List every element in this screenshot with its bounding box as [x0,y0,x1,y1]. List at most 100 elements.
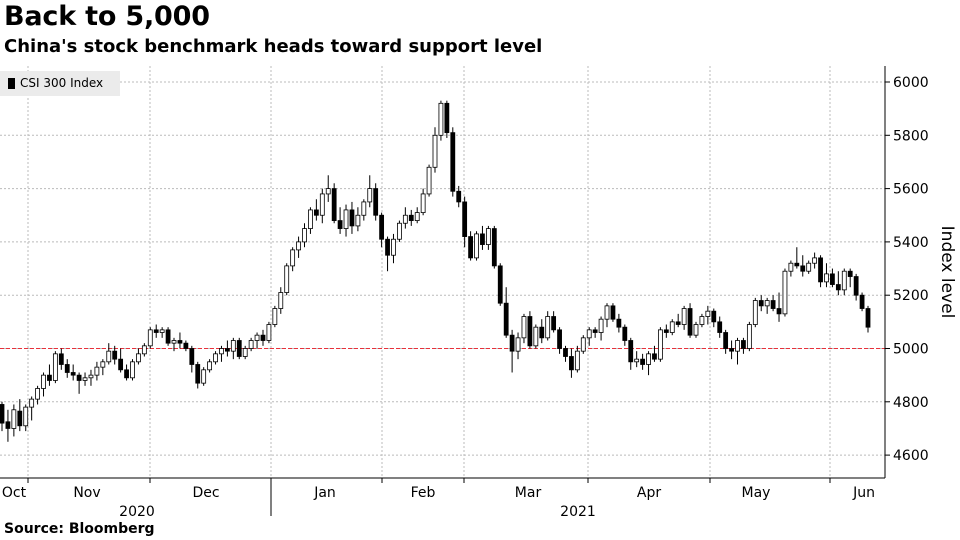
candle [171,337,177,352]
legend-swatch [8,78,15,89]
candle [47,364,52,386]
candle-body [456,190,462,203]
candle-body [652,353,657,360]
candle [818,255,823,288]
candle [82,372,88,386]
candle [408,209,414,226]
candle-body [586,329,592,339]
candle-body [337,220,343,229]
candle [230,337,236,360]
candle-body [491,228,497,267]
y-tick-label: 5000 [893,342,929,358]
x-tick-label: Mar [515,485,542,501]
candle-body [29,398,35,408]
candle-body [201,369,207,384]
candle [367,175,373,208]
candle [563,345,568,362]
candle [741,337,746,354]
candle [580,335,586,354]
candle [325,175,331,202]
candle-body [52,353,58,381]
candle-body [391,238,396,256]
candle-body [319,193,325,216]
candle-body [497,265,503,304]
candle [272,305,278,328]
candle-body [800,265,806,272]
candle-body [106,350,112,363]
candle-body [693,324,699,336]
candle-body [343,209,349,229]
candle [663,324,669,338]
candle [124,364,129,381]
candle-body [663,329,669,333]
candle [622,324,628,346]
candle-body [610,305,616,320]
candle-body [705,310,711,317]
candle-body [818,257,823,283]
candle-body [23,406,29,427]
candle-body [545,316,551,339]
candle-body [580,337,586,352]
candle-body [634,358,640,363]
candle-body [574,350,580,371]
candle-body [806,262,812,272]
candle [699,313,705,328]
candle [219,345,224,362]
candle-body [41,374,46,389]
candle-body [735,340,740,352]
candle-body [136,353,141,363]
candle-body [782,270,788,315]
candle-body [432,134,438,168]
candle-body [189,348,195,365]
candle-body [0,404,5,424]
y-axis: 4600 4800 5000 5200 5400 5600 5800 6000 Index le… [884,66,957,478]
candle [373,183,379,221]
candle [735,337,740,365]
candle [302,223,307,248]
candle-body [711,310,717,323]
candle [278,287,284,314]
candle-body [681,308,687,325]
candle-body [426,166,432,195]
source-note: Source: Bloomberg [4,521,155,537]
candle [444,100,450,138]
candle [616,313,622,333]
candle [592,327,598,338]
candle [100,359,106,376]
x-tick-label: Apr [637,485,661,501]
candle-body [794,262,800,267]
candle [687,303,693,338]
candle-body [776,308,782,315]
candle [337,207,343,234]
candle-body [254,334,260,341]
candle [480,225,485,250]
candle-body [367,188,373,203]
candle-body [260,334,266,341]
y-tick-label: 5600 [893,182,929,198]
candle [414,207,420,224]
candle-body [248,340,254,349]
candle-body [112,350,118,360]
candle-body [521,316,527,339]
x-tick-label: Feb [411,485,436,501]
candle-body [213,353,218,363]
y-tick-label: 5400 [893,235,929,251]
candle [0,401,5,432]
candle-body [841,270,847,291]
candle-body [195,364,201,384]
candle-body [361,201,367,216]
candle [52,351,58,384]
candle-body [183,342,189,349]
candle [634,351,640,368]
candle [159,327,165,338]
candle-body [402,214,408,224]
candle-body [47,374,52,381]
candle [533,324,539,349]
candle-body [509,334,515,352]
candle [865,305,871,333]
candle [474,231,479,261]
x-tick-label: May [742,485,771,501]
candle-body [468,236,473,259]
candle [420,188,426,216]
candle-body [88,374,94,379]
